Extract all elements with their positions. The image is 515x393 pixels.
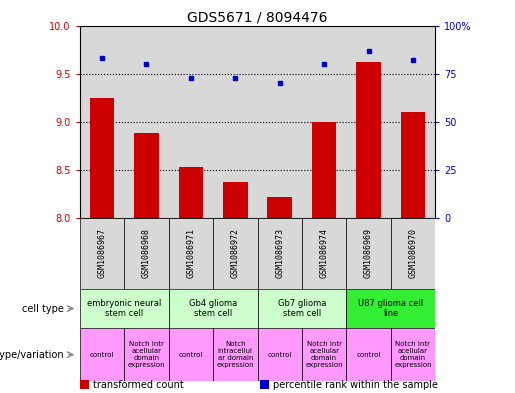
Bar — [169, 289, 258, 328]
Text: GSM1086969: GSM1086969 — [364, 228, 373, 279]
Bar — [302, 218, 346, 289]
Bar — [346, 289, 435, 328]
Text: Notch intr
acellular
domain
expression: Notch intr acellular domain expression — [128, 341, 165, 368]
Text: Notch intr
acellular
domain
expression: Notch intr acellular domain expression — [394, 341, 432, 368]
Text: Notch
intracellul
ar domain
expression: Notch intracellul ar domain expression — [216, 341, 254, 368]
Bar — [213, 218, 258, 289]
Bar — [356, 62, 381, 218]
Text: control: control — [356, 352, 381, 358]
Text: transformed count: transformed count — [93, 380, 183, 390]
Bar — [134, 133, 159, 218]
Bar — [80, 289, 169, 328]
Text: GSM1086968: GSM1086968 — [142, 228, 151, 279]
Bar — [169, 218, 213, 289]
Text: control: control — [179, 352, 203, 358]
Text: embryonic neural
stem cell: embryonic neural stem cell — [87, 299, 161, 318]
Bar — [124, 328, 169, 381]
Bar — [80, 380, 89, 389]
Bar — [346, 218, 391, 289]
Text: GSM1086973: GSM1086973 — [275, 228, 284, 279]
Bar — [179, 167, 203, 218]
Text: GSM1086974: GSM1086974 — [320, 228, 329, 279]
Bar — [258, 289, 346, 328]
Bar — [401, 112, 425, 218]
Text: Gb7 glioma
stem cell: Gb7 glioma stem cell — [278, 299, 326, 318]
Text: GSM1086971: GSM1086971 — [186, 228, 195, 279]
Bar — [302, 328, 346, 381]
Bar — [223, 182, 248, 218]
Text: Gb4 glioma
stem cell: Gb4 glioma stem cell — [189, 299, 237, 318]
Text: U87 glioma cell
line: U87 glioma cell line — [358, 299, 423, 318]
Bar — [346, 328, 391, 381]
Bar — [267, 197, 292, 218]
Bar — [124, 218, 169, 289]
Title: GDS5671 / 8094476: GDS5671 / 8094476 — [187, 10, 328, 24]
Bar — [258, 218, 302, 289]
Bar — [90, 98, 114, 218]
Text: GSM1086967: GSM1086967 — [97, 228, 107, 279]
Bar — [80, 328, 124, 381]
Bar — [260, 380, 269, 389]
Bar — [391, 328, 435, 381]
Text: Notch intr
acellular
domain
expression: Notch intr acellular domain expression — [305, 341, 343, 368]
Bar — [80, 218, 124, 289]
Bar — [391, 218, 435, 289]
Bar — [213, 328, 258, 381]
Text: control: control — [90, 352, 114, 358]
Bar — [312, 122, 336, 218]
Text: cell type: cell type — [23, 303, 64, 314]
Text: genotype/variation: genotype/variation — [0, 350, 64, 360]
Text: GSM1086972: GSM1086972 — [231, 228, 240, 279]
Text: control: control — [267, 352, 292, 358]
Text: GSM1086970: GSM1086970 — [408, 228, 418, 279]
Bar — [258, 328, 302, 381]
Bar — [169, 328, 213, 381]
Text: percentile rank within the sample: percentile rank within the sample — [273, 380, 438, 390]
